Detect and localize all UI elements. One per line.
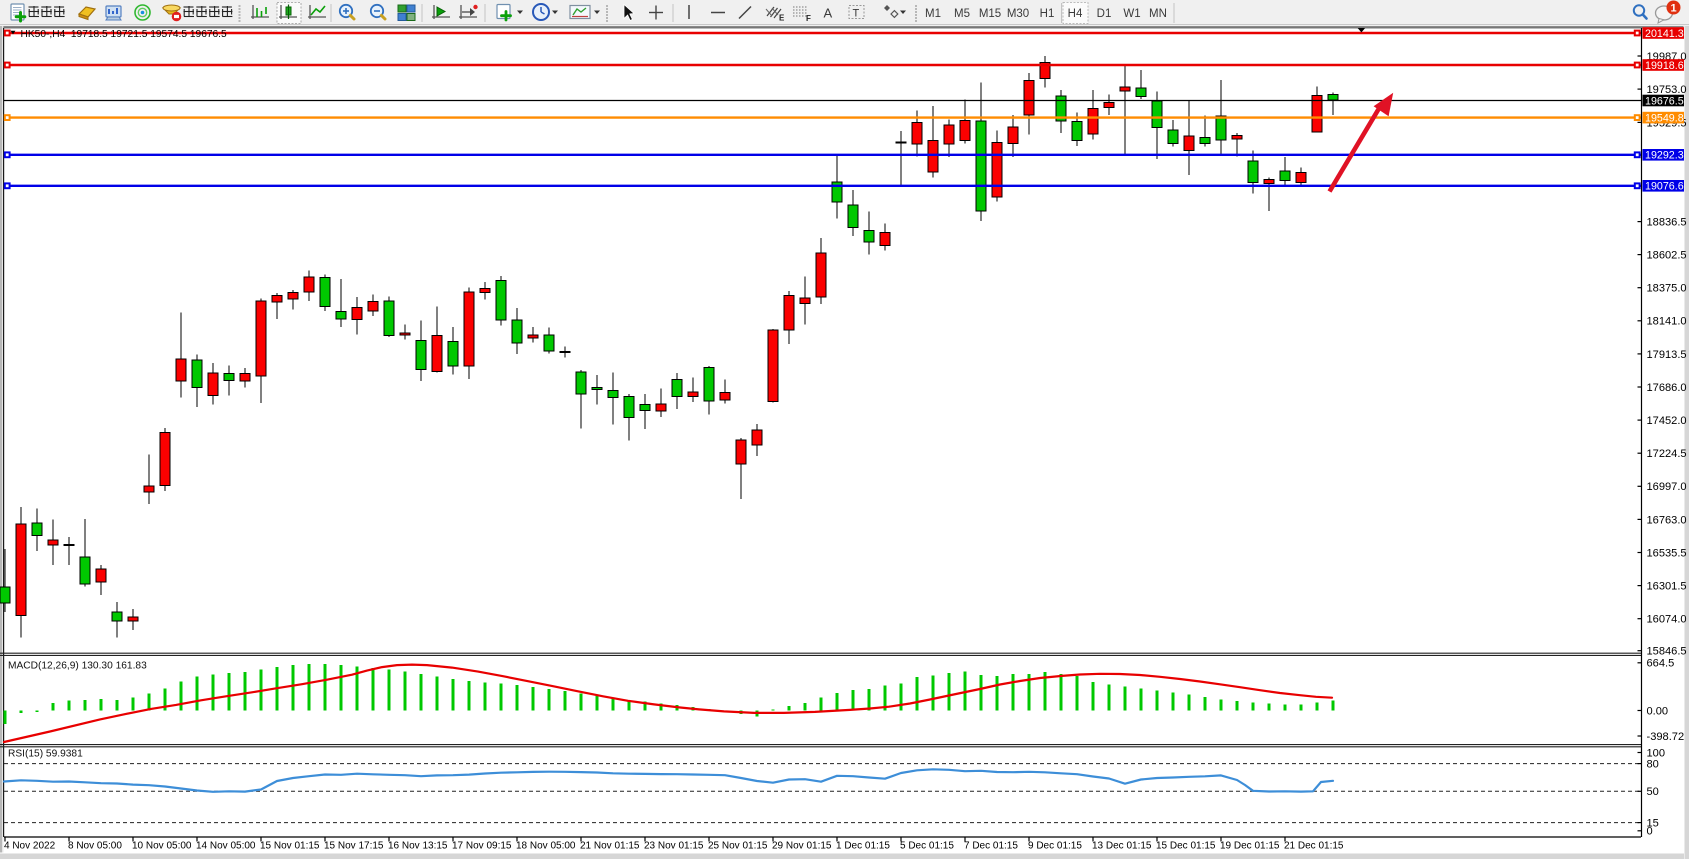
svg-text:17686.0: 17686.0: [1647, 382, 1687, 394]
svg-text:M15: M15: [979, 8, 1001, 20]
svg-text:18602.5: 18602.5: [1647, 250, 1687, 262]
svg-text:16301.5: 16301.5: [1647, 581, 1687, 593]
svg-text:7 Dec 01:15: 7 Dec 01:15: [964, 841, 1018, 852]
svg-text:13 Dec 01:15: 13 Dec 01:15: [1092, 841, 1152, 852]
svg-text:17452.0: 17452.0: [1647, 415, 1687, 427]
svg-text:17224.5: 17224.5: [1647, 448, 1687, 460]
svg-text:4 Nov 2022: 4 Nov 2022: [4, 841, 56, 852]
svg-text:F: F: [806, 14, 811, 23]
svg-text:M30: M30: [1007, 8, 1029, 20]
svg-text:19076.6: 19076.6: [1645, 181, 1684, 193]
svg-text:A: A: [824, 6, 833, 21]
svg-text:W1: W1: [1123, 8, 1140, 20]
svg-text:1: 1: [1670, 3, 1676, 15]
svg-text:18375.0: 18375.0: [1647, 283, 1687, 295]
svg-text:19292.3: 19292.3: [1645, 150, 1684, 162]
svg-text:16763.0: 16763.0: [1647, 514, 1687, 526]
svg-text:M1: M1: [925, 8, 941, 20]
svg-text:D1: D1: [1097, 8, 1112, 20]
svg-text:9 Dec 01:15: 9 Dec 01:15: [1028, 841, 1082, 852]
svg-text:8 Nov 05:00: 8 Nov 05:00: [68, 841, 122, 852]
svg-text:H4: H4: [1068, 8, 1083, 20]
svg-text:664.5: 664.5: [1647, 658, 1675, 670]
svg-text:15 Nov 17:15: 15 Nov 17:15: [324, 841, 384, 852]
svg-text:T: T: [853, 8, 860, 20]
svg-text:15846.5: 15846.5: [1647, 646, 1687, 658]
svg-text:HK50-,H4 19718.5 19721.5 1957: HK50-,H4 19718.5 19721.5 19574.5 19676.5: [21, 29, 228, 40]
svg-text:15: 15: [1647, 818, 1659, 830]
svg-text:16074.0: 16074.0: [1647, 614, 1687, 626]
svg-text:21 Nov 01:15: 21 Nov 01:15: [580, 841, 640, 852]
svg-text:0.00: 0.00: [1647, 705, 1669, 717]
svg-text:17913.5: 17913.5: [1647, 349, 1687, 361]
svg-text:15 Dec 01:15: 15 Dec 01:15: [1156, 841, 1216, 852]
svg-text:18836.5: 18836.5: [1647, 217, 1687, 229]
svg-text:18141.0: 18141.0: [1647, 316, 1687, 328]
svg-text:17 Nov 09:15: 17 Nov 09:15: [452, 841, 512, 852]
svg-text:H1: H1: [1040, 8, 1055, 20]
svg-text:10 Nov 05:00: 10 Nov 05:00: [132, 841, 192, 852]
svg-text:23 Nov 01:15: 23 Nov 01:15: [644, 841, 704, 852]
svg-text:20141.3: 20141.3: [1645, 28, 1684, 40]
svg-text:16 Nov 13:15: 16 Nov 13:15: [388, 841, 448, 852]
svg-text:21 Dec 01:15: 21 Dec 01:15: [1284, 841, 1344, 852]
svg-text:19918.6: 19918.6: [1645, 60, 1684, 72]
svg-text:15 Nov 01:15: 15 Nov 01:15: [260, 841, 320, 852]
svg-text:5 Dec 01:15: 5 Dec 01:15: [900, 841, 954, 852]
svg-text:MACD(12,26,9) 130.30 161.83: MACD(12,26,9) 130.30 161.83: [8, 660, 147, 671]
svg-text:RSI(15) 59.9381: RSI(15) 59.9381: [8, 749, 83, 760]
svg-text:25 Nov 01:15: 25 Nov 01:15: [708, 841, 768, 852]
svg-text:E: E: [779, 14, 785, 23]
svg-text:100: 100: [1647, 747, 1666, 759]
svg-text:16997.0: 16997.0: [1647, 481, 1687, 493]
svg-text:29 Nov 01:15: 29 Nov 01:15: [772, 841, 832, 852]
svg-text:MN: MN: [1149, 8, 1167, 20]
svg-text:0: 0: [1647, 826, 1653, 838]
svg-text:1 Dec 01:15: 1 Dec 01:15: [836, 841, 890, 852]
svg-text:50: 50: [1647, 786, 1659, 798]
svg-text:19676.5: 19676.5: [1645, 95, 1684, 107]
svg-text:18 Nov 05:00: 18 Nov 05:00: [516, 841, 576, 852]
svg-text:14 Nov 05:00: 14 Nov 05:00: [196, 841, 256, 852]
svg-text:19 Dec 01:15: 19 Dec 01:15: [1220, 841, 1280, 852]
svg-text:16535.5: 16535.5: [1647, 547, 1687, 559]
svg-text:80: 80: [1647, 759, 1659, 771]
svg-text:19549.8: 19549.8: [1645, 113, 1684, 125]
svg-text:-398.72: -398.72: [1647, 731, 1685, 743]
svg-text:M5: M5: [954, 8, 970, 20]
svg-text:19753.0: 19753.0: [1647, 84, 1687, 96]
